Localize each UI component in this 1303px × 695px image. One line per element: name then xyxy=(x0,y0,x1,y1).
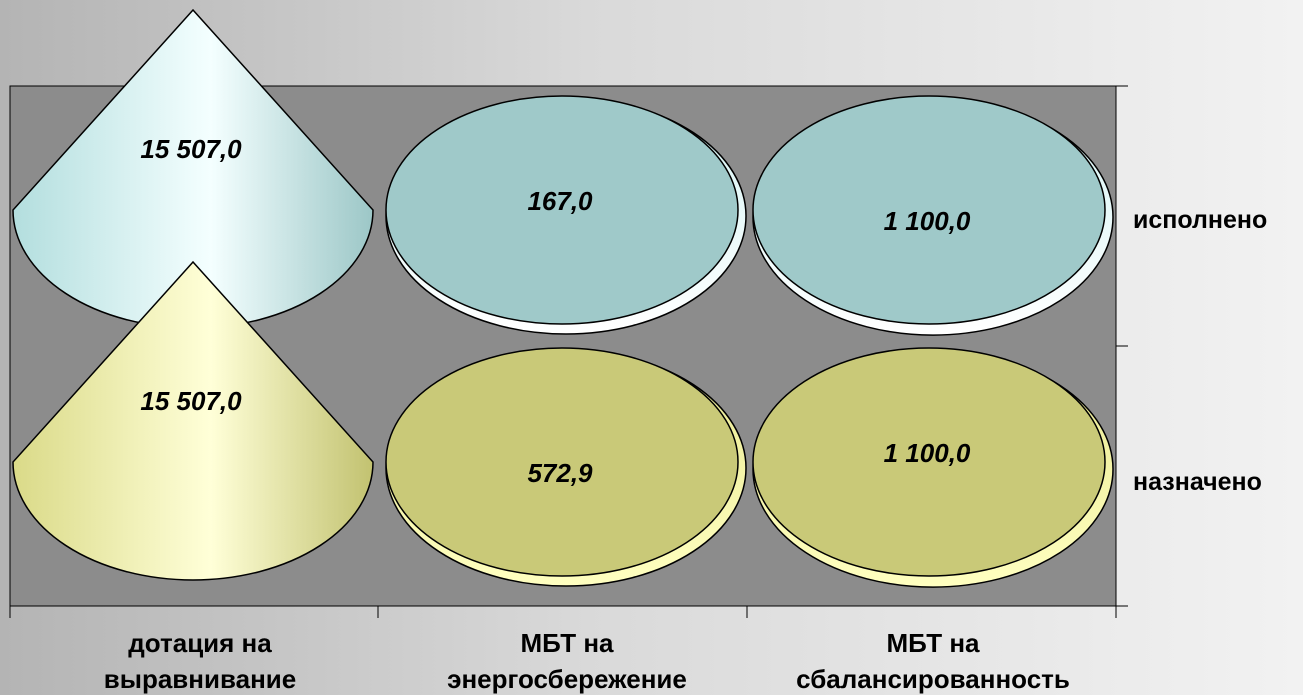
series-label-executed: исполнено xyxy=(1133,206,1267,234)
category-label-3-line2: сбалансированность xyxy=(796,664,1070,694)
category-label-2-line2: энергосбережение xyxy=(447,664,687,694)
cone-2-2: 572,9 xyxy=(385,347,747,587)
cone-1-2: 167,0 xyxy=(385,95,747,335)
data-label-1-2: 167,0 xyxy=(527,186,593,216)
cone-face xyxy=(752,347,1106,577)
cone-2-3: 1 100,0 xyxy=(752,347,1114,588)
cone-1-3: 1 100,0 xyxy=(752,95,1114,336)
cone-face xyxy=(385,95,739,325)
series-label-assigned: назначено xyxy=(1133,468,1262,496)
category-label-1-line1: дотация на xyxy=(128,628,272,658)
cone-face xyxy=(752,95,1106,325)
category-label-2-line1: МБТ на xyxy=(521,628,615,658)
chart-marks: 15 507,0 167,0 1 100,0 15 507,0 572,9 1 100,0 xyxy=(12,8,1114,588)
category-label-1-line2: выравнивание xyxy=(104,664,296,694)
axes xyxy=(9,85,1128,618)
cone-2-1: 15 507,0 xyxy=(12,260,374,581)
cone-body xyxy=(12,260,374,581)
data-label-1-1: 15 507,0 xyxy=(140,134,242,164)
cone-face xyxy=(385,347,739,577)
category-label-3-line1: МБТ на xyxy=(887,628,981,658)
data-label-2-3: 1 100,0 xyxy=(884,438,971,468)
data-label-2-2: 572,9 xyxy=(527,458,593,488)
data-label-2-1: 15 507,0 xyxy=(140,386,242,416)
data-label-1-3: 1 100,0 xyxy=(884,206,971,236)
